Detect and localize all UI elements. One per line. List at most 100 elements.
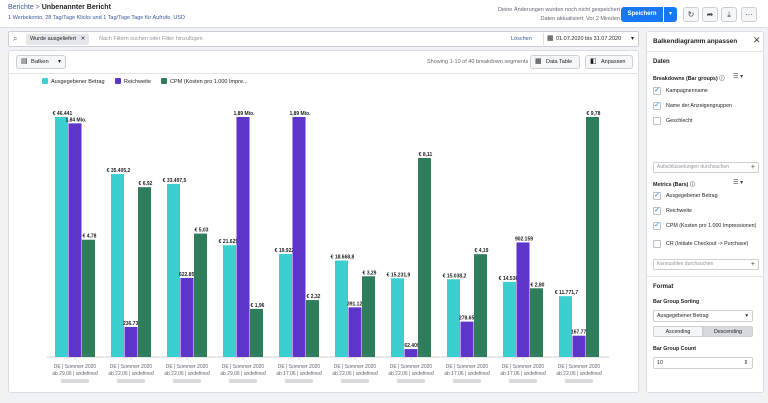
bar[interactable] (180, 277, 194, 357)
bar[interactable] (559, 296, 572, 357)
data-label: 167.777 (571, 330, 589, 336)
export-button[interactable]: ⤓ (721, 7, 737, 22)
bar[interactable] (236, 117, 250, 357)
blurred-label (397, 379, 425, 383)
save-button[interactable]: Speichern (621, 7, 663, 22)
sorting-select[interactable]: Ausgegebener Betrag ▾ (653, 310, 753, 322)
bar[interactable] (362, 276, 375, 357)
bar[interactable] (335, 260, 348, 357)
chevron-down-icon: ▾ (740, 74, 744, 80)
bar[interactable] (279, 254, 292, 357)
page-title: Unbenannter Bericht (41, 4, 111, 11)
bar[interactable] (194, 233, 207, 357)
save-status: Deine Änderungen wurden noch nicht gespe… (498, 6, 620, 24)
bar[interactable] (55, 117, 68, 357)
share-button[interactable]: ➦ (702, 7, 718, 22)
date-range-picker[interactable]: ▦ 01.07.2020 bis 31.07.2020 ▾ (543, 33, 636, 45)
legend-item-spent[interactable]: Ausgegebener Betrag (42, 78, 105, 85)
bar[interactable] (82, 239, 95, 357)
close-icon[interactable]: ✕ (80, 36, 86, 42)
legend-swatch (115, 78, 121, 84)
data-label: 62.409 (404, 343, 420, 349)
chevron-down-icon: ▾ (630, 36, 634, 42)
legend-item-cpm[interactable]: CPM (Kosten pro 1.000 Impre... (161, 78, 248, 85)
more-icon: ··· (745, 10, 753, 19)
legend-item-reach[interactable]: Reichweite (115, 78, 151, 85)
bar[interactable] (348, 307, 362, 357)
customize-panel: Balkendiagramm anpassen ✕ Daten Breakdow… (646, 31, 764, 393)
metrics-checkbox[interactable]: ✓ (653, 207, 661, 215)
data-table-button[interactable]: ▦ Data Table (530, 55, 580, 69)
legend-label: CPM (Kosten pro 1.000 Impre... (170, 79, 248, 85)
data-label: € 19.922,6 (275, 248, 299, 254)
close-icon[interactable]: ✕ (753, 35, 761, 45)
breakdowns-checkbox[interactable]: ✓ (653, 102, 661, 110)
breadcrumb: Berichte > Unbenannter Bericht (8, 4, 111, 11)
chart-card: ▤ Balken ▾ Showing 1-10 of 40 breakdown … (8, 50, 639, 393)
bar[interactable] (586, 117, 599, 357)
breakdowns-label: Geschlecht (666, 118, 693, 124)
breakdowns-menu[interactable]: ☰ ▾ (733, 73, 743, 80)
add-icon[interactable]: + (750, 261, 755, 268)
add-icon[interactable]: + (750, 164, 755, 171)
customize-button[interactable]: ◧ Anpassen (585, 55, 633, 69)
bar-count-input[interactable]: 10 ⇕ (653, 357, 753, 369)
clear-filters-link[interactable]: Löschen (511, 36, 532, 42)
bar[interactable] (418, 157, 431, 357)
category-label: ab 22.06 | undefined (108, 371, 154, 377)
bar[interactable] (223, 245, 236, 357)
bar[interactable] (572, 335, 586, 357)
more-button[interactable]: ··· (741, 7, 757, 22)
report-subtitle[interactable]: 1 Werbekonto, 28 Tag/Tage Klicks und 1 T… (8, 15, 185, 21)
filter-search-input[interactable]: Nach Filtern suchen oder Filter hinzufüg… (99, 36, 203, 42)
stepper-icon[interactable]: ⇕ (743, 360, 748, 366)
data-label: € 11.771,7 (555, 290, 579, 296)
category-label: DE | Sommer 2020 (222, 364, 265, 370)
metrics-checkbox[interactable]: ✓ (653, 192, 661, 200)
bar[interactable] (447, 279, 460, 357)
bar[interactable] (68, 123, 82, 357)
bar[interactable] (124, 326, 138, 357)
breakdowns-checkbox[interactable] (653, 117, 661, 125)
metrics-search[interactable]: Kennzahlen durchsuchen + (653, 259, 759, 270)
bar[interactable] (250, 308, 263, 357)
chart-type-dropdown[interactable]: ▤ Balken ▾ (16, 55, 66, 69)
chevron-down-icon: ▾ (668, 11, 672, 17)
metrics-checkbox[interactable] (653, 240, 661, 248)
data-label: € 15.231,9 (387, 272, 411, 278)
breakdowns-checkbox[interactable]: ✓ (653, 87, 661, 95)
sorting-label: Bar Group Sorting (653, 299, 700, 305)
bar[interactable] (516, 242, 530, 357)
info-icon: ⓘ (719, 76, 725, 82)
refresh-button[interactable]: ↻ (683, 7, 699, 22)
bar[interactable] (138, 187, 151, 357)
data-label: € 8,11 (419, 152, 433, 158)
bar[interactable] (474, 254, 487, 357)
bar[interactable] (391, 278, 404, 357)
data-label: € 2,32 (307, 294, 321, 300)
bar[interactable] (306, 300, 319, 357)
info-icon: ⓘ (689, 182, 696, 188)
breadcrumb-root[interactable]: Berichte (8, 4, 34, 11)
save-dropdown-button[interactable]: ▾ (664, 7, 677, 22)
metrics-checkbox[interactable]: ✓ (653, 222, 661, 230)
bar[interactable] (167, 183, 180, 357)
chevron-down-icon: ▾ (57, 59, 61, 65)
descending-button[interactable]: Descending (703, 326, 753, 337)
bar[interactable] (503, 281, 516, 357)
breakdowns-search[interactable]: Aufschlüsselungen durchsuchen + (653, 162, 759, 173)
breakdowns-label: Breakdowns (Bar groups) ⓘ (653, 76, 725, 82)
filter-chip[interactable]: Wurde ausgeliefert ✕ (26, 34, 90, 45)
category-label: DE | Sommer 2020 (110, 364, 153, 370)
bar[interactable] (460, 321, 474, 357)
metrics-menu[interactable]: ☰ ▾ (733, 179, 743, 186)
list-icon: ☰ (733, 74, 739, 80)
bar[interactable] (292, 117, 306, 357)
bar[interactable] (404, 349, 418, 357)
blurred-label (117, 379, 145, 383)
ascending-button[interactable]: Ascending (653, 326, 703, 337)
bar[interactable] (530, 288, 543, 357)
bar[interactable] (111, 174, 124, 357)
legend-swatch (161, 78, 167, 84)
metrics-label: Metrics (Bars) ⓘ (653, 182, 696, 188)
